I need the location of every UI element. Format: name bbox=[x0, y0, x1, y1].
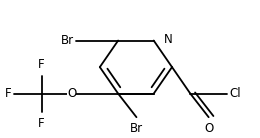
Text: Cl: Cl bbox=[229, 87, 241, 100]
Text: Br: Br bbox=[61, 34, 74, 47]
Text: O: O bbox=[204, 122, 213, 135]
Text: F: F bbox=[5, 87, 11, 100]
Text: F: F bbox=[38, 58, 45, 71]
Text: N: N bbox=[163, 33, 172, 46]
Text: F: F bbox=[38, 117, 45, 130]
Text: Br: Br bbox=[130, 122, 143, 135]
Text: O: O bbox=[67, 87, 76, 100]
